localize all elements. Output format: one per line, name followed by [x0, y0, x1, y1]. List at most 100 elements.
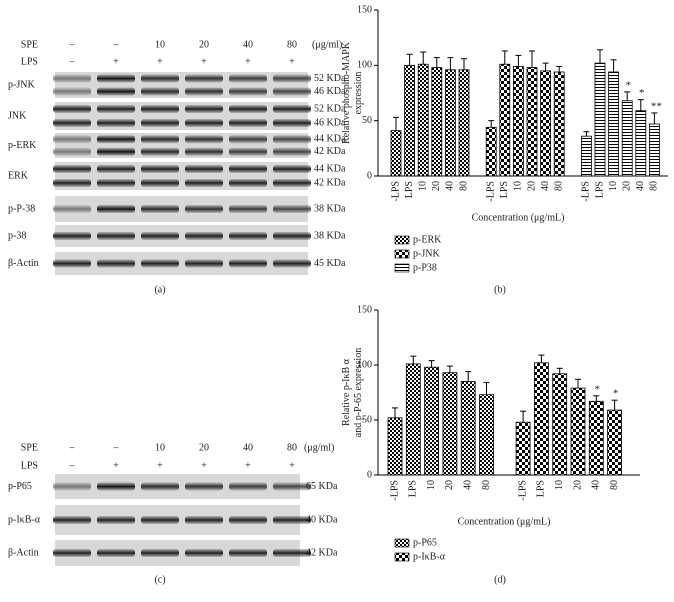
band [273, 549, 311, 557]
band [53, 516, 91, 524]
band [273, 135, 311, 144]
band [273, 105, 311, 113]
bar [460, 381, 476, 476]
x-tick-label: 80 [553, 181, 564, 191]
band [273, 179, 311, 187]
bar [594, 62, 606, 177]
panel-label: (c) [154, 574, 165, 585]
band [185, 232, 223, 240]
x-tick-label: LPS [499, 181, 510, 198]
legend-swatch [394, 538, 410, 548]
band [273, 119, 311, 127]
lane-label: + [201, 56, 207, 67]
band [97, 179, 135, 187]
band [229, 105, 267, 113]
bar [417, 63, 429, 177]
unit-label: (μg/ml) [304, 442, 334, 453]
bar [621, 100, 633, 177]
x-tick-label: 10 [608, 181, 619, 191]
x-tick-label: 20 [526, 181, 537, 191]
bar [499, 63, 511, 177]
band [185, 482, 223, 491]
band [141, 119, 179, 127]
blot-strip [55, 252, 308, 275]
band [97, 87, 135, 96]
lane-label: 40 [243, 39, 253, 50]
band [273, 147, 311, 156]
blot-row-label: β-Actin [8, 258, 39, 269]
legend-label: p-IκB-α [413, 551, 446, 562]
lane-label: 80 [287, 39, 297, 50]
blot-strip [55, 225, 308, 247]
band [229, 482, 267, 491]
lane-label: + [245, 56, 251, 67]
band [273, 482, 311, 491]
band [141, 74, 179, 83]
x-tick-label: 10 [426, 480, 437, 490]
x-tick-label: LPS [408, 480, 419, 497]
blot-strip [55, 133, 308, 158]
band [97, 259, 135, 268]
significance: * [613, 388, 619, 400]
bar [485, 126, 497, 177]
band [273, 516, 311, 524]
x-tick-label: 40 [445, 181, 456, 191]
band [141, 135, 179, 144]
band-size: 42 KDa [314, 146, 346, 157]
band [185, 74, 223, 83]
band [185, 119, 223, 127]
band [229, 205, 267, 213]
band [97, 205, 135, 213]
band [97, 232, 135, 240]
band [229, 87, 267, 96]
y-axis-label: Relative p-IκB αand p-P-65 expression [341, 348, 364, 437]
x-tick-label: LPS [404, 181, 415, 198]
bar [581, 135, 592, 177]
panel-label: (d) [494, 574, 506, 585]
band-size: 45 KDa [314, 258, 346, 269]
band [229, 259, 267, 268]
band [185, 135, 223, 144]
bar [444, 69, 456, 177]
band [185, 259, 223, 268]
x-tick-label: 40 [462, 480, 473, 490]
band-size: 44 KDa [314, 134, 346, 145]
band-size: 52 KDa [314, 73, 346, 84]
x-tick-label: 40 [635, 181, 646, 191]
band [141, 147, 179, 156]
x-tick-label: 80 [649, 181, 660, 191]
blot-row-label: p-P65 [8, 481, 32, 492]
band [229, 549, 267, 557]
bar [513, 66, 524, 177]
band-size: 46 KDa [314, 86, 346, 97]
band [229, 165, 267, 173]
lane-label: 20 [199, 442, 209, 453]
x-tick-label: 40 [540, 181, 551, 191]
blot-row-label: p-ERK [8, 140, 37, 151]
band [273, 205, 311, 213]
blot-row-label: β-Actin [8, 547, 39, 558]
legend-label: p-ERK [413, 234, 442, 245]
band [141, 549, 179, 557]
blot-strip [55, 162, 308, 190]
bar [552, 373, 568, 476]
band-size: 46 KDa [314, 117, 346, 128]
lane-label: – [113, 442, 120, 453]
band [141, 87, 179, 96]
bar [387, 417, 403, 476]
band [229, 74, 267, 83]
band [53, 259, 91, 268]
band [141, 165, 179, 173]
x-tick-label: 80 [458, 181, 469, 191]
x-tick-label: -LPS [581, 181, 592, 202]
bar [405, 363, 421, 476]
bar [404, 64, 416, 177]
lane-label: + [201, 460, 207, 471]
band [53, 87, 91, 96]
significance: * [639, 87, 645, 99]
y-tick-label: 150 [357, 4, 372, 15]
band [53, 74, 91, 83]
band [97, 482, 135, 491]
band [97, 549, 135, 557]
